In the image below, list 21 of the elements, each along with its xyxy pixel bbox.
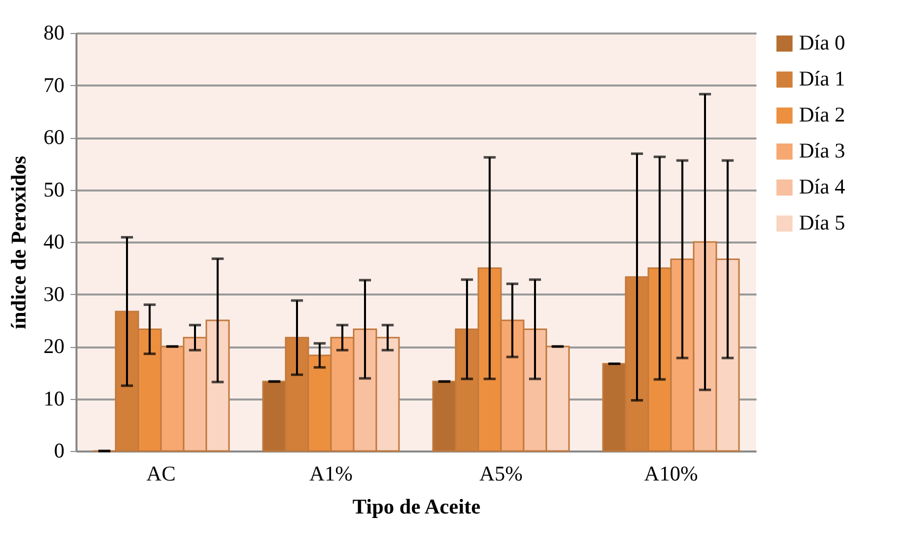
legend-label: Día 2 — [799, 102, 846, 126]
y-tick-label: 20 — [44, 334, 64, 358]
y-tick-label: 60 — [44, 125, 64, 149]
legend-label: Día 4 — [799, 174, 846, 198]
y-tick-label: 70 — [44, 72, 64, 97]
x-tick-label: A5% — [479, 462, 523, 486]
x-tick-label: A10% — [644, 462, 698, 486]
x-tick-label: AC — [146, 462, 176, 486]
y-tick-label: 50 — [44, 177, 64, 202]
x-tick-label: A1% — [309, 462, 353, 486]
x-axis-title: Tipo de Aceite — [352, 494, 480, 518]
legend-label: Día 5 — [799, 210, 846, 234]
legend-label: Día 3 — [799, 138, 846, 162]
y-axis-title: índice de Peroxidos — [6, 156, 30, 330]
y-tick-label: 80 — [44, 20, 64, 44]
y-tick-label: 10 — [44, 386, 64, 410]
legend-label: Día 0 — [799, 30, 846, 54]
y-tick-label: 40 — [44, 230, 64, 254]
y-tick-label: 0 — [54, 438, 64, 462]
legend-label: Día 1 — [799, 66, 846, 90]
y-tick-label: 30 — [44, 282, 64, 306]
